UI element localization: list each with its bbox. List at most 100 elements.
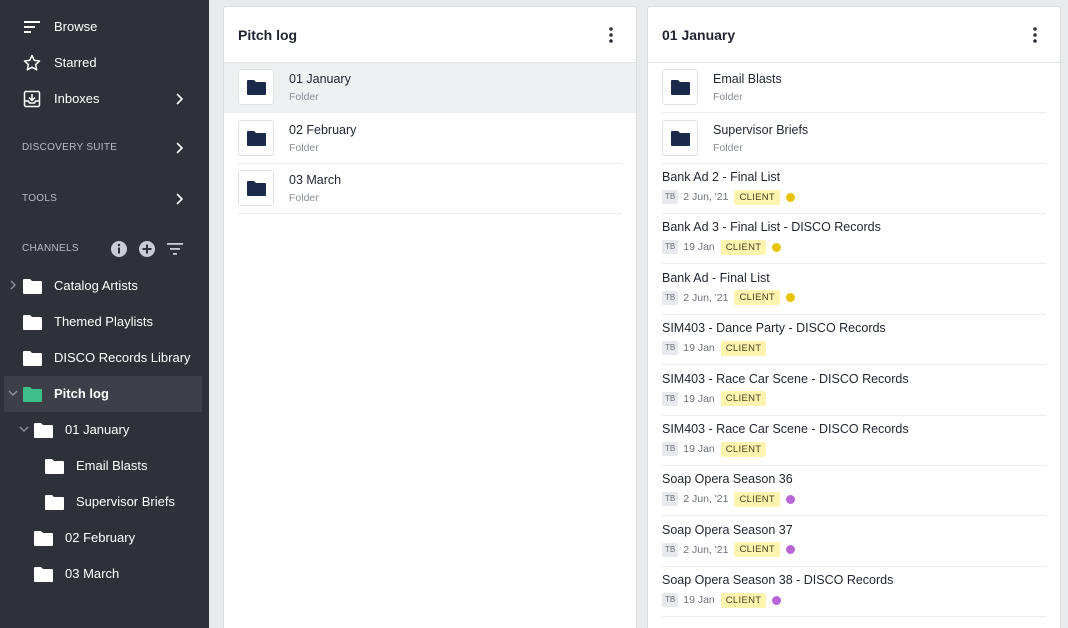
nav-starred-label: Starred [54, 55, 97, 70]
status-dot [786, 494, 796, 504]
folder-row-supervisor-briefs[interactable]: Supervisor Briefs Folder [662, 114, 1046, 164]
playlist-row[interactable]: Bank Ad 2 - Final List TB 2 Jun, '21 CLIENT [662, 164, 1046, 214]
playlist-meta: TB 19 Jan CLIENT [662, 441, 767, 457]
channel-03-march[interactable]: 03 March [0, 556, 209, 592]
panel-header: 01 January [648, 7, 1060, 63]
playlist-row[interactable]: Bank Ad - Final List TB 2 Jun, '21 CLIENT [662, 265, 1046, 315]
client-tag: CLIENT [720, 441, 767, 457]
client-tag: CLIENT [720, 592, 767, 608]
nav-browse[interactable]: Browse [0, 9, 209, 45]
channel-02-february[interactable]: 02 February [0, 520, 209, 556]
playlist-date: 2 Jun, '21 [683, 493, 729, 506]
nav-inboxes[interactable]: Inboxes [0, 81, 209, 117]
folder-row-03-march[interactable]: 03 March Folder [238, 164, 622, 214]
folder-icon [670, 131, 690, 146]
panel-header: Pitch log [224, 7, 636, 63]
more-options-icon[interactable] [1032, 27, 1038, 43]
channel-label: Catalog Artists [54, 278, 138, 293]
folder-icon [34, 423, 53, 438]
channel-disco-records-library[interactable]: DISCO Records Library [0, 340, 209, 376]
channel-label: Supervisor Briefs [76, 494, 175, 509]
status-dot [772, 595, 782, 605]
chevron-down-icon[interactable] [8, 388, 18, 398]
playlist-date: 19 Jan [683, 241, 715, 254]
owner-initials-badge: TB [662, 391, 679, 406]
channel-themed-playlists[interactable]: Themed Playlists [0, 304, 209, 340]
playlist-title: Soap Opera Season 36 [662, 472, 793, 487]
playlist-title: Soap Opera Season 37 [662, 522, 793, 537]
playlist-meta: TB 19 Jan CLIENT [662, 340, 767, 356]
nav-inboxes-label: Inboxes [54, 91, 100, 106]
playlist-title: Bank Ad - Final List [662, 270, 770, 285]
folder-icon [246, 131, 266, 146]
filter-icon[interactable] [166, 240, 184, 258]
folder-subtitle: Folder [713, 142, 743, 154]
playlist-row[interactable]: Soap Opera Season 37 TB 2 Jun, '21 CLIENT [662, 517, 1046, 567]
owner-initials-badge: TB [662, 341, 679, 356]
playlist-row[interactable]: Soap Opera Season 36 TB 2 Jun, '21 CLIENT [662, 466, 1046, 517]
playlist-date: 2 Jun, '21 [683, 291, 729, 304]
playlist-title: SIM403 - Race Car Scene - DISCO Records [662, 422, 909, 436]
folder-row-email-blasts[interactable]: Email Blasts Folder [662, 63, 1046, 113]
chevron-down-icon[interactable] [19, 424, 29, 434]
nav-starred[interactable]: Starred [0, 45, 209, 81]
channel-supervisor-briefs[interactable]: Supervisor Briefs [0, 484, 209, 520]
chevron-right-icon[interactable] [172, 92, 186, 106]
playlist-row[interactable]: Soap Opera Season 38 - DISCO Records TB 19… [662, 567, 1046, 618]
status-dot [772, 242, 782, 252]
folder-thumb [662, 69, 698, 105]
folder-icon [34, 531, 53, 546]
playlist-row[interactable]: SIM403 - Race Car Scene - DISCO Records T… [662, 416, 1046, 466]
channel-catalog-artists[interactable]: Catalog Artists [0, 268, 209, 304]
channel-label: Themed Playlists [54, 314, 153, 329]
folder-icon [45, 495, 64, 510]
playlist-date: 19 Jan [683, 443, 715, 455]
playlist-meta: TB 19 Jan CLIENT [662, 592, 782, 608]
more-options-icon[interactable] [608, 27, 614, 43]
channel-01-january[interactable]: 01 January [0, 412, 209, 448]
playlist-date: 2 Jun, '21 [683, 191, 729, 203]
playlist-date: 2 Jun, '21 [683, 543, 729, 556]
chevron-right-icon[interactable] [8, 280, 18, 290]
folder-title: Email Blasts [713, 72, 782, 86]
channel-pitch-log[interactable]: Pitch log [4, 376, 202, 412]
folder-icon [23, 279, 42, 294]
channel-email-blasts[interactable]: Email Blasts [0, 448, 209, 484]
playlist-row[interactable]: Bank Ad 3 - Final List - DISCO Records TB… [662, 214, 1046, 265]
client-tag: CLIENT [734, 189, 781, 205]
folder-subtitle: Folder [289, 192, 319, 204]
inbox-icon [23, 90, 41, 108]
folder-thumb [662, 120, 698, 156]
folder-icon [246, 80, 266, 95]
folder-title: 01 January [289, 72, 351, 86]
section-discovery-suite[interactable]: DISCOVERY SUITE [22, 142, 118, 153]
chevron-right-icon[interactable] [172, 141, 186, 155]
playlist-date: 19 Jan [683, 594, 715, 607]
channel-label: 03 March [65, 566, 120, 581]
folder-row-01-january[interactable]: 01 January Folder [224, 63, 636, 113]
playlist-meta: TB 2 Jun, '21 CLIENT [662, 491, 796, 507]
owner-initials-badge: TB [662, 442, 679, 456]
add-channel-icon[interactable] [138, 240, 156, 258]
status-dot [786, 545, 796, 555]
panel-title: 01 January [662, 27, 736, 43]
chevron-right-icon[interactable] [172, 192, 186, 206]
folder-subtitle: Folder [713, 91, 743, 103]
playlist-row[interactable]: SIM403 - Dance Party - DISCO Records TB 19… [662, 315, 1046, 366]
status-dot [786, 293, 796, 303]
playlist-meta: TB 2 Jun, '21 CLIENT [662, 290, 796, 306]
channel-label: 02 February [65, 530, 136, 545]
folder-subtitle: Folder [289, 91, 319, 103]
channel-label: Email Blasts [76, 458, 148, 473]
playlist-meta: TB 19 Jan CLIENT [662, 239, 782, 255]
playlist-title: SIM403 - Dance Party - DISCO Records [662, 321, 886, 336]
folder-title: Supervisor Briefs [713, 123, 809, 137]
january-panel: 01 January Email Blasts Folder Superviso… [647, 6, 1061, 628]
folder-row-02-february[interactable]: 02 February Folder [238, 114, 622, 164]
folder-icon [23, 315, 42, 330]
pitch-log-panel: Pitch log 01 January Folder 02 February … [223, 6, 637, 628]
playlist-title: SIM403 - Race Car Scene - DISCO Records [662, 371, 909, 386]
info-icon[interactable] [110, 240, 128, 258]
playlist-row[interactable]: SIM403 - Race Car Scene - DISCO Records T… [662, 366, 1046, 416]
section-tools[interactable]: TOOLS [22, 193, 58, 204]
